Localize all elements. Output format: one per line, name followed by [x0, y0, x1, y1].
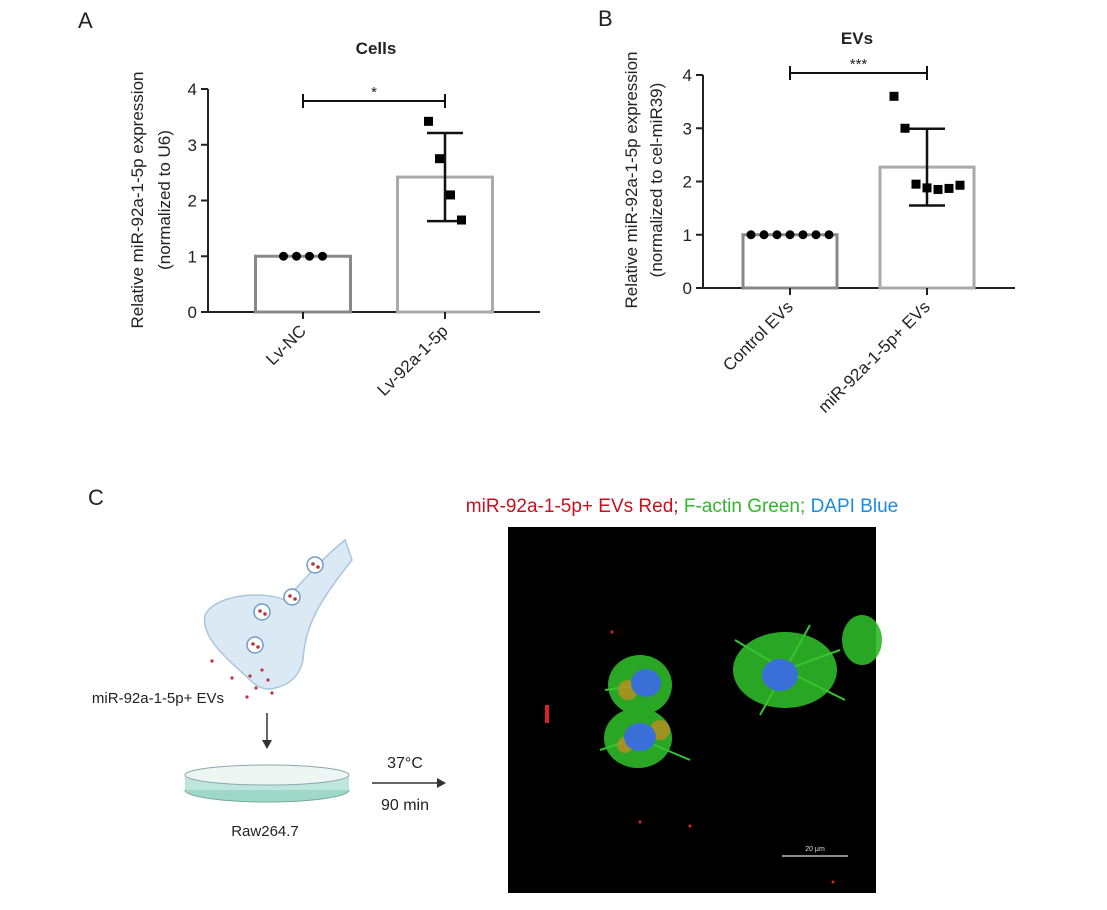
- data-point: [292, 251, 301, 261]
- y-tick-label: 4: [683, 66, 692, 85]
- y-tick-label: 2: [683, 173, 692, 192]
- panel-label: A: [78, 8, 93, 33]
- data-point: [305, 251, 314, 261]
- y-tick-label: 1: [683, 226, 692, 245]
- data-point: [933, 184, 943, 194]
- data-point: [318, 251, 327, 261]
- chart-title: EVs: [841, 29, 873, 48]
- data-point: [911, 179, 921, 189]
- data-point: [944, 183, 954, 193]
- y-axis-label: (normalized to cel-miR39): [647, 83, 666, 278]
- cell-label: Raw264.7: [231, 823, 299, 840]
- y-tick-label: 2: [188, 192, 197, 211]
- arrow-head: [262, 740, 272, 749]
- x-tick-label: miR-92a-1-5p+ EVs: [814, 297, 933, 416]
- x-tick-label: Lv-NC: [262, 321, 309, 368]
- vesicles: [246, 556, 324, 654]
- x-tick-label: Control EVs: [719, 297, 797, 375]
- data-point: [279, 251, 288, 261]
- time: 90 min: [381, 797, 429, 814]
- panel-label: B: [598, 6, 613, 31]
- neuron-terminal: [203, 538, 353, 690]
- y-axis-label: Relative miR-92a-1-5p expression: [128, 71, 147, 328]
- caption-green: F-actin Green;: [684, 496, 805, 517]
- data-point: [900, 123, 910, 133]
- data-point: [759, 230, 769, 240]
- data-point: [889, 91, 899, 101]
- significance-bracket: [789, 66, 928, 80]
- data-point: [435, 154, 444, 164]
- chart-title: Cells: [356, 39, 397, 58]
- caption: miR-92a-1-5p+ EVs Red; F-actin Green; DA…: [466, 496, 898, 517]
- data-point: [922, 183, 932, 193]
- error-bar: [909, 127, 945, 207]
- caption-blue: DAPI Blue: [811, 496, 899, 517]
- x-tick-label: Lv-92a-1-5p: [374, 321, 452, 399]
- ev-label: miR-92a-1-5p+ EVs: [92, 690, 224, 707]
- significance-label: ***: [850, 56, 868, 73]
- temperature: 37°C: [387, 755, 423, 772]
- micrograph: 20 μm: [508, 527, 882, 893]
- data-point: [424, 116, 433, 126]
- significance-label: *: [371, 84, 377, 101]
- caption-red: miR-92a-1-5p+ EVs Red;: [466, 496, 679, 517]
- y-axis-label: Relative miR-92a-1-5p expression: [622, 51, 641, 308]
- y-tick-label: 3: [683, 119, 692, 138]
- data-point: [798, 230, 808, 240]
- data-point: [785, 230, 795, 240]
- ev-dots: [210, 562, 320, 699]
- y-tick-label: 1: [188, 247, 197, 266]
- significance-bracket: [302, 94, 446, 108]
- y-tick-label: 3: [188, 136, 197, 155]
- y-tick-label: 0: [683, 279, 692, 298]
- y-tick-label: 4: [188, 80, 197, 99]
- bar: [741, 233, 839, 290]
- y-axis-label: (normalized to U6): [155, 130, 174, 270]
- data-point: [811, 230, 821, 240]
- dish-top: [184, 764, 350, 786]
- schematic: miR-92a-1-5p+ EVs Raw264.7 37°C 90 min: [92, 538, 446, 840]
- data-point: [824, 230, 834, 240]
- data-point: [457, 215, 466, 225]
- arrow-head: [437, 778, 446, 788]
- data-point: [772, 230, 782, 240]
- data-point: [955, 180, 965, 190]
- data-point: [746, 230, 756, 240]
- y-tick-label: 0: [188, 303, 197, 322]
- scale-bar-label: 20 μm: [805, 846, 825, 853]
- data-point: [446, 190, 455, 200]
- bar: [254, 254, 352, 314]
- panel-label: C: [88, 485, 104, 510]
